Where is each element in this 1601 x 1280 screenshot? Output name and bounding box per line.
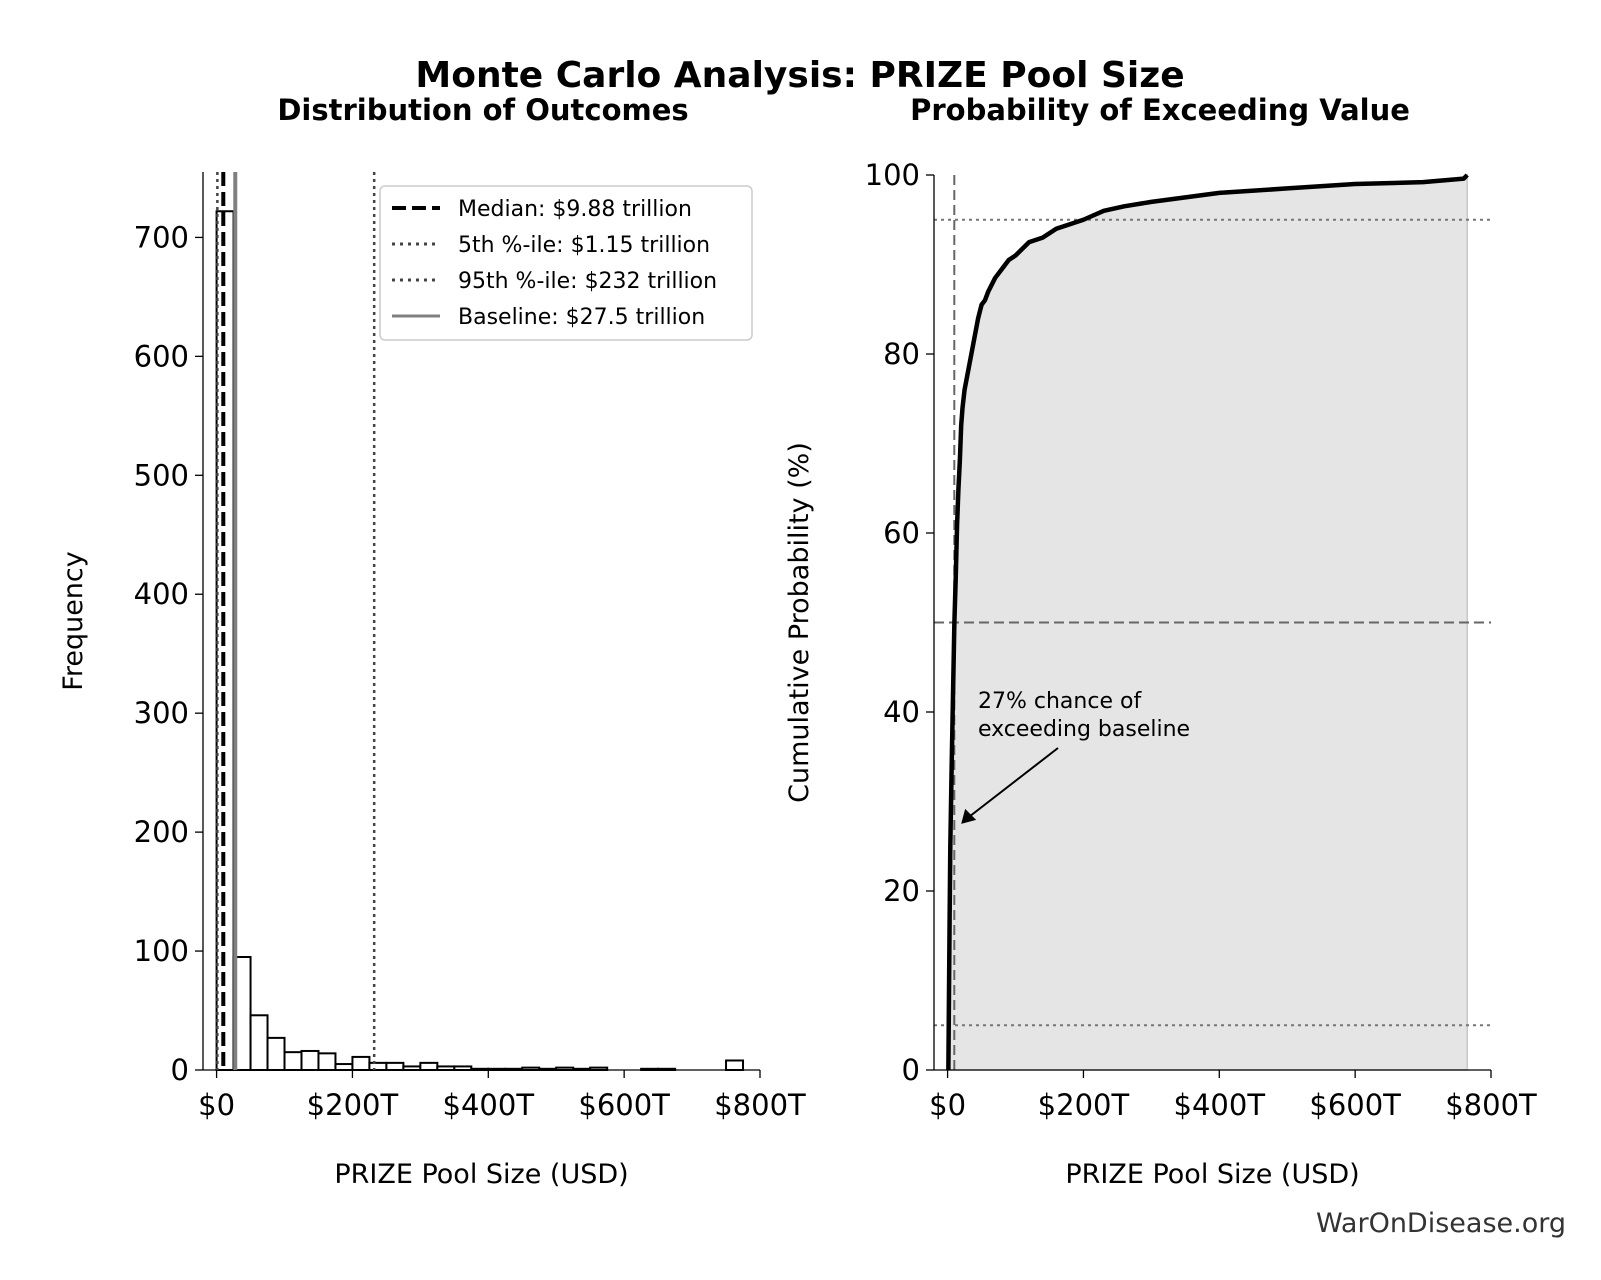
histogram-bar xyxy=(249,1014,269,1071)
x-tick-label: $400T xyxy=(443,1088,535,1122)
histogram-bar xyxy=(334,1063,354,1071)
histogram-bar xyxy=(640,1067,660,1071)
left-subtitle: Distribution of Outcomes xyxy=(277,93,688,127)
histogram-bar xyxy=(266,1036,286,1072)
histogram-bar xyxy=(300,1049,320,1071)
histogram-plot: 0 100 200 300 400 500 600 700 $0 $200T $400T $600T $… xyxy=(58,172,806,1190)
histogram-bar xyxy=(555,1066,575,1072)
histogram-bar xyxy=(283,1051,303,1071)
y-tick-label: 300 xyxy=(134,696,189,730)
right-y-label: Cumulative Probability (%) xyxy=(784,442,815,803)
y-tick-label: 100 xyxy=(134,934,189,968)
histogram-bar xyxy=(402,1065,422,1071)
cumulative-plot: 0 20 40 60 80 100 $0 $200T $400T $600T $800T PRIZE … xyxy=(784,158,1537,1190)
histogram-bar xyxy=(368,1061,388,1071)
credit-text: WarOnDisease.org xyxy=(1316,1208,1566,1239)
y-tick-label: 600 xyxy=(134,339,189,373)
histogram-bar xyxy=(419,1061,439,1071)
y-tick-label: 400 xyxy=(134,577,189,611)
y-tick-label: 200 xyxy=(134,815,189,849)
y-tick-label: 100 xyxy=(865,158,920,192)
legend-entry: 5th %-ile: $1.15 trillion xyxy=(458,233,710,258)
x-tick-label: $200T xyxy=(1038,1088,1130,1122)
histogram-bar xyxy=(538,1067,558,1071)
x-tick-label: $0 xyxy=(198,1088,235,1122)
y-tick-label: 0 xyxy=(902,1053,920,1087)
histogram-bar xyxy=(436,1065,456,1071)
histogram-bar xyxy=(470,1067,490,1071)
y-tick-label: 500 xyxy=(134,458,189,492)
x-tick-label: $400T xyxy=(1174,1088,1266,1122)
legend-entry: Median: $9.88 trillion xyxy=(458,197,692,222)
y-tick-label: 60 xyxy=(883,516,920,550)
x-tick-label: $600T xyxy=(1309,1088,1401,1122)
y-tick-label: 700 xyxy=(134,220,189,254)
y-tick-label: 80 xyxy=(883,337,920,371)
histogram-bar xyxy=(572,1067,592,1071)
legend: Median: $9.88 trillion 5th %-ile: $1.15 t… xyxy=(379,185,753,341)
histogram-bar xyxy=(317,1052,337,1072)
annotation-arrow xyxy=(964,747,1059,821)
y-tick-label: 0 xyxy=(171,1053,189,1087)
legend-entry: Baseline: $27.5 trillion xyxy=(458,305,705,330)
right-x-label: PRIZE Pool Size (USD) xyxy=(1065,1159,1359,1190)
histogram-bar xyxy=(487,1067,507,1071)
histogram-bar xyxy=(657,1067,677,1071)
y-tick-label: 40 xyxy=(883,695,920,729)
annotation-arrowhead xyxy=(961,808,977,824)
chart-title: Monte Carlo Analysis: PRIZE Pool Size xyxy=(415,55,1184,96)
histogram-bar xyxy=(725,1059,745,1071)
x-tick-label: $200T xyxy=(307,1088,399,1122)
x-tick-label: $600T xyxy=(578,1088,670,1122)
right-subtitle: Probability of Exceeding Value xyxy=(910,93,1410,127)
x-tick-label: $800T xyxy=(1445,1088,1537,1122)
histogram-bar xyxy=(385,1061,405,1071)
legend-frame xyxy=(379,185,753,341)
histogram-bar xyxy=(504,1067,524,1071)
y-tick-label: 20 xyxy=(883,874,920,908)
histogram-bar xyxy=(453,1065,473,1071)
annotation-text: 27% chance of xyxy=(978,689,1142,714)
cumulative-line xyxy=(946,173,1469,1071)
legend-entry: 95th %-ile: $232 trillion xyxy=(458,269,717,294)
x-tick-label: $800T xyxy=(714,1088,806,1122)
annotation-text: exceeding baseline xyxy=(978,717,1190,742)
left-x-label: PRIZE Pool Size (USD) xyxy=(334,1159,628,1190)
histogram-bar xyxy=(521,1066,541,1072)
x-tick-label: $0 xyxy=(929,1088,966,1122)
histogram-bar xyxy=(589,1066,609,1072)
left-y-label: Frequency xyxy=(58,551,89,691)
histogram-bar xyxy=(351,1055,371,1071)
